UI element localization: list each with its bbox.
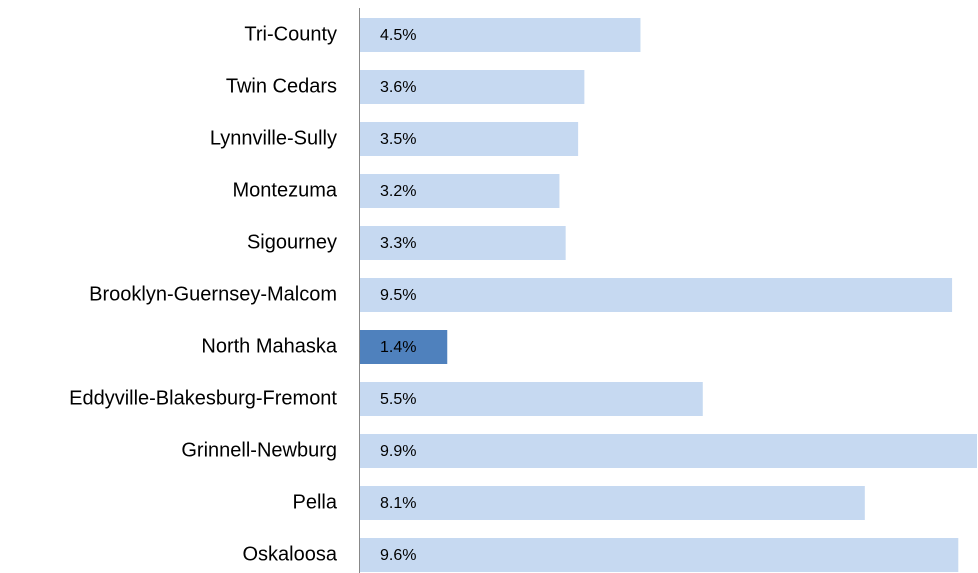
category-label: Sigourney xyxy=(247,231,337,253)
category-label: Lynnville-Sully xyxy=(210,127,337,149)
category-label: Eddyville-Blakesburg-Fremont xyxy=(69,387,337,409)
category-label: Tri-County xyxy=(244,23,337,45)
category-label: Montezuma xyxy=(233,179,338,201)
bar xyxy=(360,174,560,208)
bar xyxy=(360,330,448,364)
value-label: 3.6% xyxy=(380,79,416,96)
category-label: Twin Cedars xyxy=(226,75,337,97)
bar xyxy=(360,226,566,260)
bar xyxy=(360,434,977,468)
bar xyxy=(360,538,959,572)
category-label: Pella xyxy=(293,491,338,513)
value-label: 4.5% xyxy=(380,27,416,44)
bar xyxy=(360,486,865,520)
value-label: 1.4% xyxy=(380,339,416,356)
value-label: 3.2% xyxy=(380,183,416,200)
value-label: 9.5% xyxy=(380,287,416,304)
value-label: 3.5% xyxy=(380,131,416,148)
category-label: Brooklyn-Guernsey-Malcom xyxy=(89,283,337,305)
value-label: 9.9% xyxy=(380,443,416,460)
bar xyxy=(360,122,579,156)
bar xyxy=(360,18,641,52)
category-label: North Mahaska xyxy=(201,335,337,357)
category-label: Oskaloosa xyxy=(243,543,338,565)
bar xyxy=(360,70,585,104)
bar xyxy=(360,278,953,312)
value-label: 3.3% xyxy=(380,235,416,252)
value-label: 5.5% xyxy=(380,391,416,408)
value-label: 9.6% xyxy=(380,547,416,564)
value-label: 8.1% xyxy=(380,495,416,512)
category-label: Grinnell-Newburg xyxy=(181,439,337,461)
bar xyxy=(360,382,703,416)
